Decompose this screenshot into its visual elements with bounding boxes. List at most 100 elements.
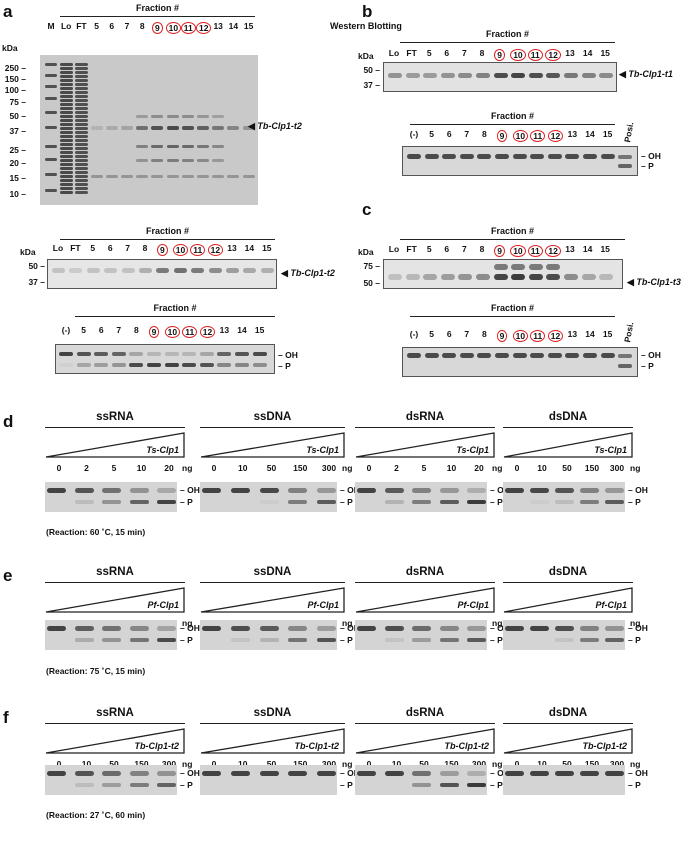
marker-band <box>45 85 57 88</box>
panel-a-letter: a <box>3 2 13 21</box>
block-title: ssRNA <box>96 566 134 578</box>
lane-label-text: 12 <box>196 22 212 34</box>
amount-label: 300 <box>609 463 625 473</box>
oh-band <box>618 155 633 159</box>
lane-label-text: 15 <box>600 48 610 58</box>
lane-label-text: 8 <box>479 48 485 58</box>
oh-band <box>555 771 574 776</box>
oh-band <box>583 353 597 358</box>
wb-band <box>260 268 274 273</box>
panel-e-reaction: (Reaction: 75 ˚C, 15 min) <box>46 666 146 676</box>
enzyme-label: Ts-Clp1 <box>456 445 489 455</box>
amount-label: 10 <box>238 759 248 769</box>
lane-label: 6 <box>105 22 119 31</box>
lane-label: 8 <box>135 22 149 31</box>
smear-band <box>75 191 88 194</box>
smear-band <box>75 167 88 170</box>
lane-label-text: Lo <box>52 243 64 253</box>
smear-band <box>60 159 73 162</box>
smear-band <box>60 111 73 114</box>
lane-label: 13 <box>563 245 577 254</box>
p-band <box>74 500 94 504</box>
smear-band <box>60 99 73 102</box>
marker-label: 37 – <box>363 80 380 90</box>
block-title: ssDNA <box>253 707 292 719</box>
oh-band <box>407 353 421 358</box>
oh-band <box>547 154 562 159</box>
panel-c-p-label: – P <box>641 361 654 371</box>
p-label: – P <box>180 635 193 645</box>
lane-label: 12 <box>207 244 224 256</box>
smear-band <box>60 67 73 70</box>
oh-band <box>230 488 250 493</box>
lane-label-text: 15 <box>602 129 613 139</box>
p-label: – P <box>628 635 641 645</box>
lane-label-text: FT <box>70 243 81 253</box>
assay-gel <box>200 620 337 650</box>
amount-label: 300 <box>321 759 337 769</box>
marker-label: 15 – <box>9 173 26 183</box>
p-label: – P <box>340 497 353 507</box>
lane-label: 14 <box>583 130 597 139</box>
lane-label-text: 5 <box>426 244 432 254</box>
panel-c-assay-fraction-title: Fraction # <box>490 303 534 313</box>
lane-label-text: FT <box>406 244 417 254</box>
smear-band <box>75 83 88 86</box>
ng-unit: ng <box>342 463 353 473</box>
smear-band <box>60 147 73 150</box>
lane-label-text: 10 <box>512 330 529 342</box>
oh-band <box>505 626 524 631</box>
wb-band <box>423 274 438 280</box>
lane-label: Posi. <box>622 121 635 144</box>
enzyme-label: Tb-Clp1-t2 <box>582 741 628 751</box>
lane-label-text: 9 <box>496 330 508 342</box>
panel-a-wb-line <box>60 239 275 240</box>
amount-label: 150 <box>584 759 600 769</box>
wedge-shape <box>355 587 495 613</box>
p-label: – P <box>490 497 503 507</box>
lane-label-text: 11 <box>530 330 546 342</box>
p-band <box>384 638 404 642</box>
smear-band <box>60 75 73 78</box>
oh-band <box>235 352 249 356</box>
amount-label: 20 <box>474 463 484 473</box>
wedge-shape <box>200 587 345 613</box>
smear-band <box>75 79 88 82</box>
titration-wedge <box>503 728 633 754</box>
enzyme-label: Pf-Clp1 <box>595 600 628 610</box>
panel-a-fraction-line <box>60 16 255 17</box>
enzyme-label: Tb-Clp1-t2 <box>294 741 340 751</box>
panel-c-assay-gel <box>402 347 638 377</box>
oh-band <box>407 154 421 159</box>
ng-unit: ng <box>492 759 503 769</box>
p-band <box>259 500 279 504</box>
oh-label: – OH <box>340 485 360 495</box>
oh-band <box>505 488 524 493</box>
smear-band <box>60 127 73 130</box>
titration-wedge <box>503 432 633 458</box>
lane-label-text: 12 <box>207 244 224 256</box>
minor-band <box>151 159 164 162</box>
p-band <box>199 363 214 367</box>
lane-label-text: 7 <box>462 48 467 58</box>
minor-band <box>166 115 179 118</box>
lane-label: (-) <box>59 326 73 335</box>
smear-band <box>60 83 73 86</box>
p-band <box>412 638 431 642</box>
oh-band <box>111 352 126 356</box>
assay-gel <box>45 482 177 512</box>
minor-band <box>166 145 179 148</box>
oh-band <box>555 488 574 493</box>
p-band <box>74 638 94 642</box>
oh-band <box>580 626 599 631</box>
oh-band <box>547 353 562 358</box>
lane-label-text: 10 <box>164 326 181 338</box>
minor-band <box>181 175 194 178</box>
lane-label: 15 <box>601 130 615 139</box>
p-label: – P <box>490 635 503 645</box>
oh-label: – OH <box>340 768 360 778</box>
p-band <box>59 363 73 367</box>
lane-label-text: 12 <box>199 326 216 338</box>
lane-label-text: 14 <box>228 21 239 31</box>
target-band <box>151 126 164 130</box>
